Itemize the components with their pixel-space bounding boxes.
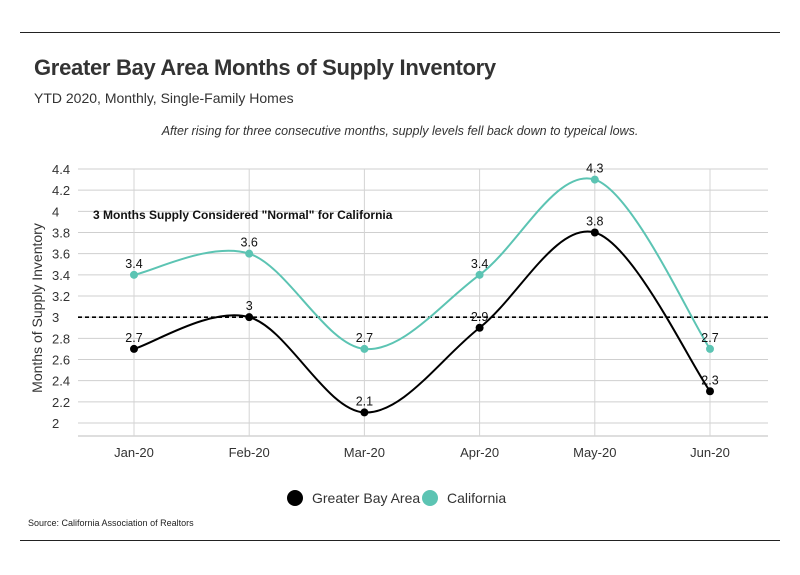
california-point [590,175,599,184]
y-tick-label: 4.4 [52,162,70,177]
california-legend-label: California [447,490,506,506]
y-axis-ticks: 2 2.2 2.4 2.6 2.8 3 3.2 3.4 3.6 3.8 4 4.2 4.4 [52,162,70,431]
y-tick-label: 3.4 [52,268,70,283]
greater-bay-area-data-label: 3 [246,299,253,313]
y-tick-label: 3.6 [52,247,70,262]
x-tick-label: Mar-20 [344,445,385,460]
california-legend-swatch [422,490,438,506]
y-tick-label: 3.8 [52,226,70,241]
greater-bay-area-point [360,408,369,417]
y-tick-label: 2.6 [52,353,70,368]
y-tick-label: 2 [52,416,59,431]
legend: Greater Bay Area California [287,490,506,506]
greater-bay-area-data-label: 2.1 [356,394,373,408]
x-tick-label: Feb-20 [229,445,270,460]
y-tick-label: 4.2 [52,183,70,198]
california-data-label: 3.4 [125,257,142,271]
chart-annotation: After rising for three consecutive month… [161,124,639,138]
california-data-label: 3.4 [471,257,488,271]
greater-bay-area-point [245,313,254,322]
california-line [133,177,711,350]
source-note: Source: California Association of Realto… [28,518,194,528]
greater-bay-area-data-label: 2.3 [701,373,718,387]
y-tick-label: 3.2 [52,289,70,304]
chart-title: Greater Bay Area Months of Supply Invent… [34,55,496,80]
chart-subtitle: YTD 2020, Monthly, Single-Family Homes [34,90,294,106]
data-points [130,175,714,417]
y-tick-label: 2.2 [52,395,70,410]
greater-bay-area-data-label: 2.9 [471,310,488,324]
top-rule [20,32,780,33]
x-tick-label: May-20 [573,445,616,460]
x-axis-ticks: Jan-20 Feb-20 Mar-20 Apr-20 May-20 Jun-20 [114,445,730,460]
california-point [706,344,714,353]
california-data-label: 3.6 [241,236,258,250]
greater-bay-area-line [133,230,711,414]
greater-bay-area-legend-label: Greater Bay Area [312,490,420,506]
california-point [130,270,138,279]
x-tick-label: Jan-20 [114,445,154,460]
y-tick-label: 2.4 [52,374,70,389]
greater-bay-area-point [706,387,714,396]
california-data-label: 2.7 [701,331,718,345]
greater-bay-area-data-label: 3.8 [586,215,603,229]
reference-line-label: 3 Months Supply Considered "Normal" for … [93,208,393,222]
x-tick-label: Apr-20 [460,445,499,460]
california-point [475,270,484,279]
california-data-label: 2.7 [356,331,373,345]
bottom-rule [20,540,780,541]
y-axis-title: Months of Supply Inventory [29,223,45,393]
y-tick-label: 2.8 [52,331,70,346]
california-point [245,249,254,258]
greater-bay-area-point [475,323,484,332]
data-labels: 3.4 3.6 2.7 3.4 4.3 2.7 2.7 3 2.1 2.9 3.8 2.3 [125,162,718,409]
california-point [360,344,369,353]
greater-bay-area-legend-swatch [287,490,303,506]
x-tick-label: Jun-20 [690,445,730,460]
greater-bay-area-point [130,344,138,353]
y-tick-label: 3 [52,310,59,325]
y-tick-label: 4 [52,204,59,219]
california-data-label: 4.3 [586,162,603,176]
greater-bay-area-point [590,228,599,237]
greater-bay-area-data-label: 2.7 [125,331,142,345]
